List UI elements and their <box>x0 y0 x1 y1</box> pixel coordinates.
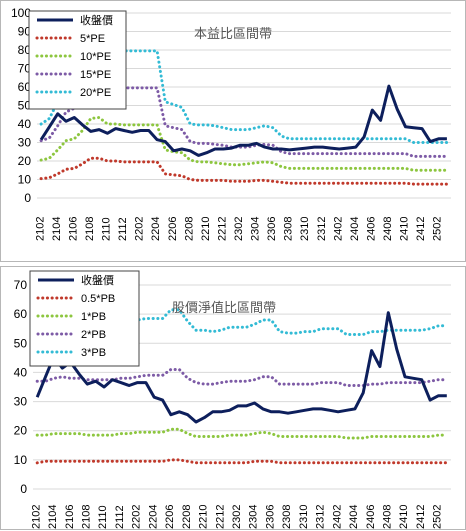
x-tick-label: 2306 <box>264 505 276 529</box>
legend-label: 收盤價 <box>80 13 113 27</box>
x-tick-label: 2502 <box>432 505 444 529</box>
x-tick-label: 2212 <box>216 217 228 241</box>
y-tick-label: 0 <box>24 191 31 205</box>
x-tick-label: 2402 <box>332 217 344 241</box>
y-tick-label: 10 <box>14 453 28 467</box>
chart-title: 股價淨值比區間帶 <box>172 300 276 316</box>
legend-label: 3*PB <box>81 347 106 359</box>
y-tick-label: 60 <box>14 307 28 321</box>
y-tick-label: 0 <box>20 482 27 496</box>
y-tick-label: 70 <box>14 278 28 292</box>
x-tick-label: 2312 <box>315 505 327 529</box>
x-tick-label: 2106 <box>67 217 79 241</box>
x-tick-label: 2412 <box>415 217 427 241</box>
x-tick-label: 2308 <box>283 217 295 241</box>
pb-band-chart-panel: 0 10 20 30 40 50 60 70 2102 2104 2106 2108 2110 2112 2… <box>0 266 466 530</box>
legend-label: 5*PE <box>80 33 105 45</box>
legend-box <box>29 270 140 367</box>
x-tick-label: 2204 <box>150 217 162 241</box>
legend-label: 1*PB <box>81 311 106 323</box>
x-tick-label: 2304 <box>250 217 262 241</box>
series-line-2 <box>35 427 449 440</box>
x-tick-label: 2310 <box>298 505 310 529</box>
legend-label: 10*PE <box>80 51 111 63</box>
pe-band-chart-panel: 0 10 20 30 40 50 60 70 80 90 100 2102 2104 2106 2108 21… <box>0 0 466 262</box>
y-tick-label: 100 <box>11 6 31 20</box>
x-tick-label: 2308 <box>281 505 293 529</box>
x-tick-label: 2110 <box>101 217 113 241</box>
x-tick-label: 2210 <box>200 217 212 241</box>
x-tick-label: 2212 <box>214 505 226 529</box>
x-tick-label: 2302 <box>231 505 243 529</box>
x-tick-label: 2412 <box>415 505 427 529</box>
legend-label: 收盤價 <box>81 273 114 287</box>
series-line-3 <box>35 368 449 387</box>
x-tick-label: 2202 <box>131 505 143 529</box>
x-tick-label: 2108 <box>84 217 96 241</box>
x-tick-label: 2206 <box>164 505 176 529</box>
legend-label: 0.5*PB <box>81 293 115 305</box>
y-tick-label: 50 <box>14 336 28 350</box>
x-tick-label: 2202 <box>134 217 146 241</box>
x-tick-label: 2404 <box>348 505 360 529</box>
series-line-2 <box>39 116 449 172</box>
y-tick-label: 30 <box>14 395 28 409</box>
y-tick-label: 90 <box>18 25 32 39</box>
x-tick-label: 2406 <box>365 217 377 241</box>
x-tick-label: 2104 <box>47 505 59 529</box>
x-tick-label: 2306 <box>266 217 278 241</box>
x-tick-label: 2410 <box>398 505 410 529</box>
x-tick-label: 2406 <box>365 505 377 529</box>
series-line-1 <box>39 156 449 186</box>
legend: 收盤價 5*PE 10*PE 15*PE 20*PE <box>28 10 127 110</box>
x-tick-label: 2102 <box>30 505 42 529</box>
legend-label: 2*PB <box>81 329 106 341</box>
x-tick-label: 2112 <box>114 505 126 529</box>
legend-label: 15*PE <box>80 69 111 81</box>
x-tick-label: 2408 <box>381 505 393 529</box>
y-tick-label: 30 <box>18 136 32 150</box>
x-tick-label: 2104 <box>51 217 63 241</box>
series-line-1 <box>35 458 449 465</box>
y-tick-label: 10 <box>18 173 32 187</box>
legend-label: 20*PE <box>80 87 111 99</box>
y-tick-label: 20 <box>14 424 28 438</box>
y-tick-label: 50 <box>18 99 32 113</box>
x-tick-label: 2210 <box>198 505 210 529</box>
x-tick-label: 2404 <box>349 217 361 241</box>
pb-band-chart: 0 10 20 30 40 50 60 70 2102 2104 2106 2108 2110 2112 2… <box>14 270 451 529</box>
legend: 收盤價 0.5*PB 1*PB 2*PB 3*PB <box>29 270 140 367</box>
y-tick-label: 70 <box>18 62 32 76</box>
y-tick-label: 80 <box>18 43 32 57</box>
y-tick-label: 40 <box>18 117 32 131</box>
x-tick-label: 2110 <box>97 505 109 529</box>
x-tick-label: 2112 <box>117 217 129 241</box>
series-line-0 <box>35 311 447 424</box>
x-tick-label: 2208 <box>183 217 195 241</box>
series-line-0 <box>39 84 447 157</box>
x-tick-label: 2402 <box>331 505 343 529</box>
x-tick-label: 2408 <box>382 217 394 241</box>
x-tick-label: 2410 <box>399 217 411 241</box>
y-tick-label: 40 <box>14 365 28 379</box>
x-tick-label: 2108 <box>81 505 93 529</box>
x-tick-label: 2312 <box>316 217 328 241</box>
x-tick-label: 2204 <box>147 505 159 529</box>
x-tick-label: 2302 <box>233 217 245 241</box>
x-tick-label: 2502 <box>432 217 444 241</box>
y-tick-label: 60 <box>18 80 32 94</box>
x-tick-label: 2310 <box>299 217 311 241</box>
pe-band-chart: 0 10 20 30 40 50 60 70 80 90 100 2102 2104 2106 2108 21… <box>11 6 451 241</box>
y-tick-label: 20 <box>18 154 32 168</box>
x-tick-label: 2102 <box>34 217 46 241</box>
chart-title: 本益比區間帶 <box>194 27 272 42</box>
x-tick-label: 2304 <box>248 505 260 529</box>
x-tick-label: 2208 <box>181 505 193 529</box>
x-tick-label: 2106 <box>64 505 76 529</box>
x-tick-label: 2206 <box>167 217 179 241</box>
